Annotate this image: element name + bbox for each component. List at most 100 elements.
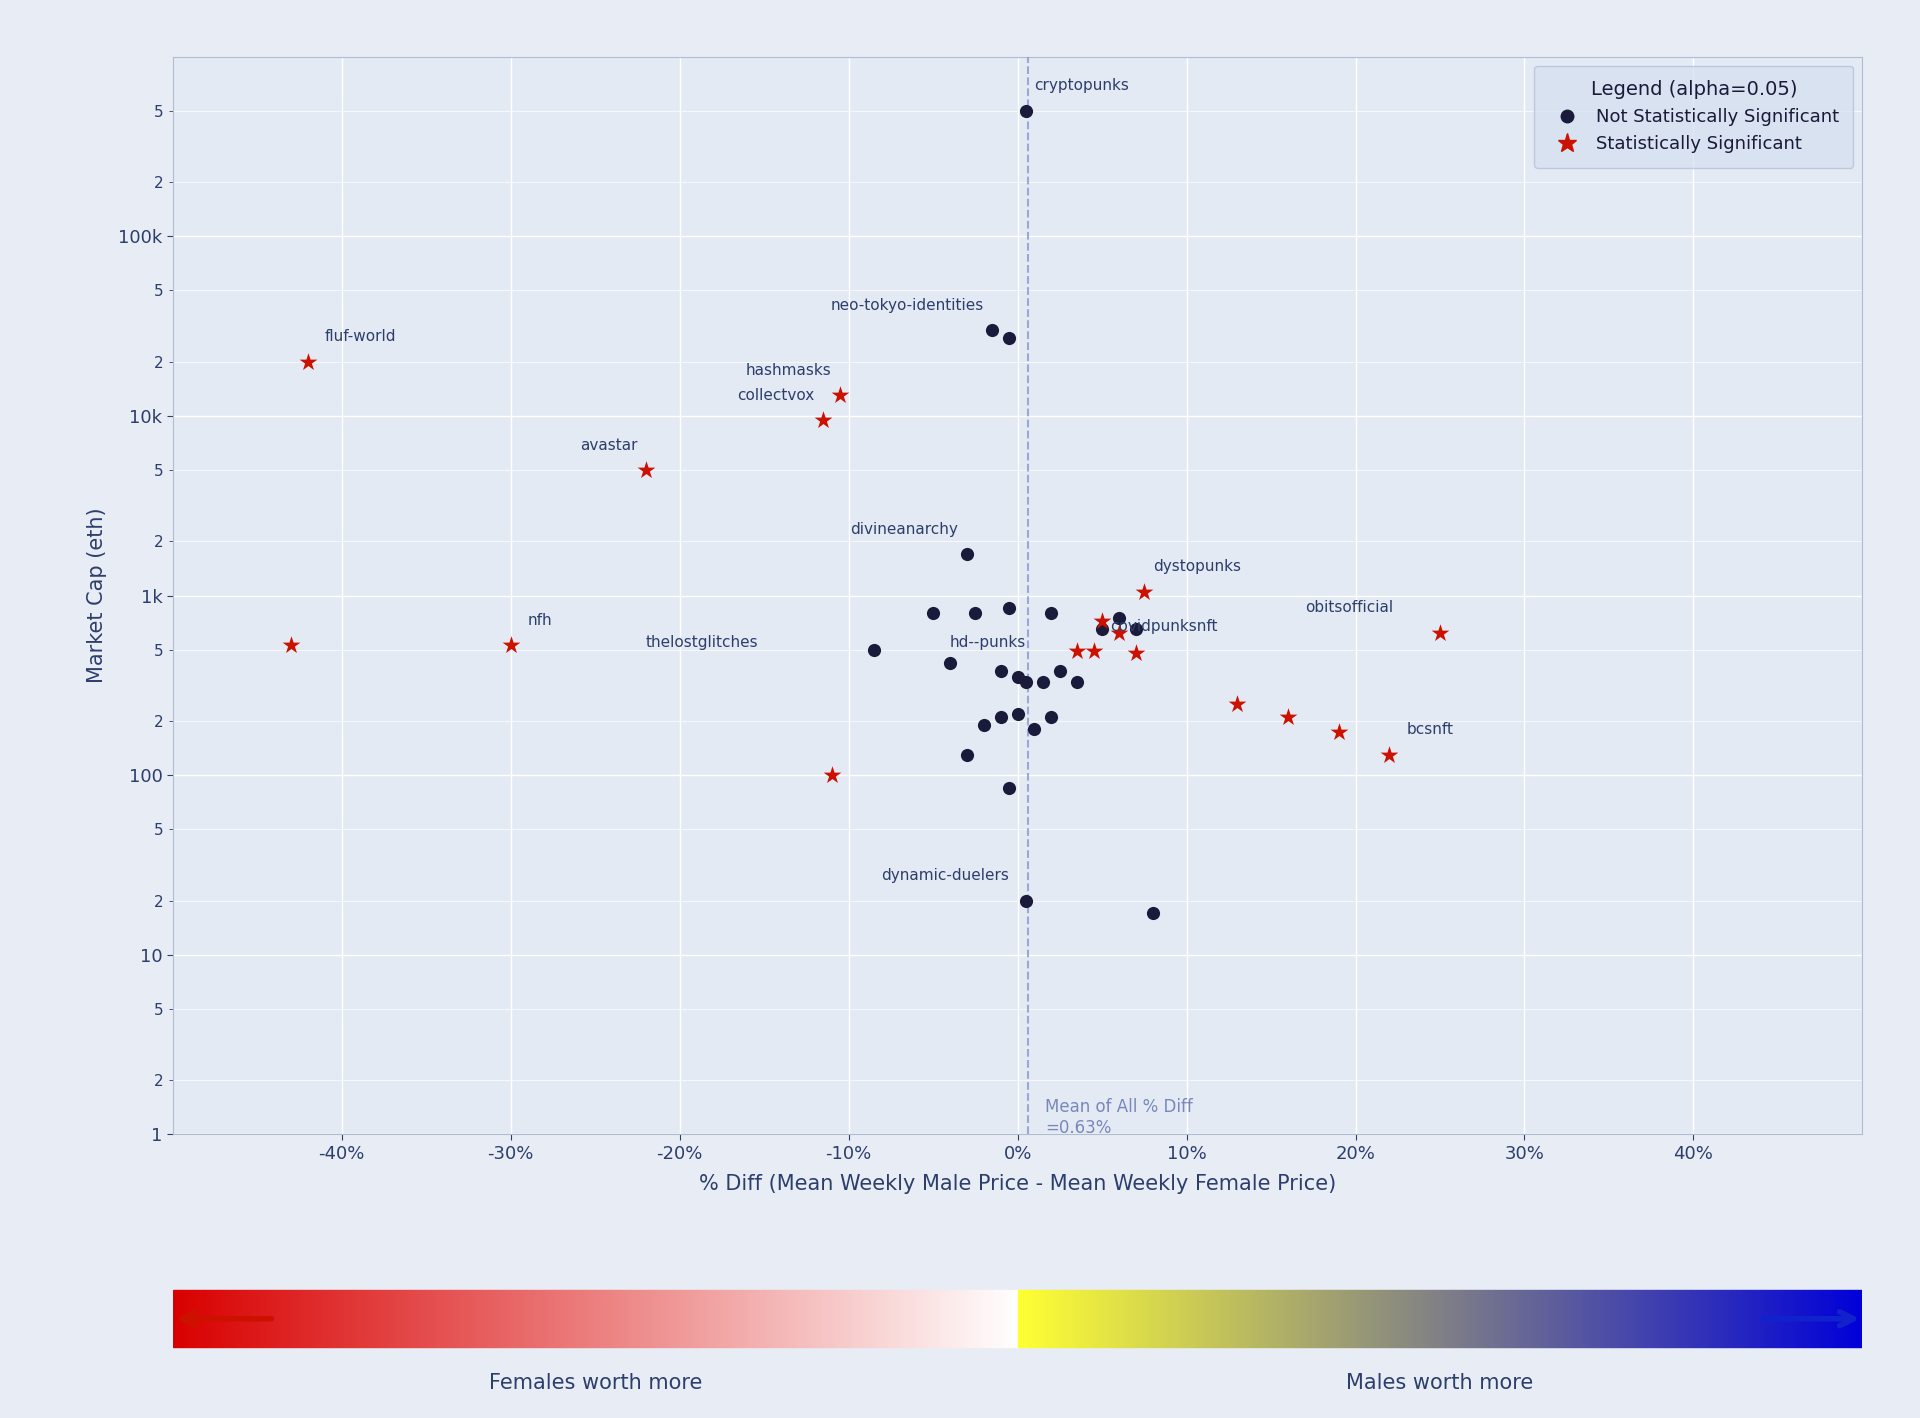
- Bar: [1690, 1290, 1693, 1347]
- Bar: [432, 1290, 434, 1347]
- Bar: [1018, 1290, 1021, 1347]
- Bar: [660, 1290, 662, 1347]
- Bar: [1277, 1290, 1279, 1347]
- Bar: [1073, 1290, 1077, 1347]
- Bar: [1133, 1290, 1137, 1347]
- Bar: [1816, 1290, 1820, 1347]
- Bar: [584, 1290, 588, 1347]
- Bar: [470, 1290, 474, 1347]
- Bar: [829, 1290, 831, 1347]
- Point: [1037, 706, 1068, 729]
- Bar: [749, 1290, 753, 1347]
- Point: [858, 638, 889, 661]
- Bar: [1807, 1290, 1809, 1347]
- Text: Females worth more: Females worth more: [488, 1373, 703, 1392]
- Bar: [1223, 1290, 1227, 1347]
- Bar: [488, 1290, 492, 1347]
- Point: [1010, 889, 1041, 912]
- Bar: [228, 1290, 232, 1347]
- Bar: [1100, 1290, 1104, 1347]
- Bar: [733, 1290, 735, 1347]
- Bar: [236, 1290, 240, 1347]
- Bar: [1388, 1290, 1392, 1347]
- Bar: [501, 1290, 505, 1347]
- Bar: [904, 1290, 908, 1347]
- Bar: [1680, 1290, 1684, 1347]
- Bar: [1204, 1290, 1206, 1347]
- Bar: [1365, 1290, 1369, 1347]
- Bar: [1332, 1290, 1336, 1347]
- Text: obitsofficial: obitsofficial: [1306, 600, 1392, 615]
- Bar: [954, 1290, 958, 1347]
- Bar: [528, 1290, 530, 1347]
- Bar: [879, 1290, 881, 1347]
- Bar: [319, 1290, 323, 1347]
- Bar: [1123, 1290, 1127, 1347]
- Bar: [570, 1290, 574, 1347]
- Bar: [1707, 1290, 1711, 1347]
- Bar: [444, 1290, 447, 1347]
- Bar: [1044, 1290, 1048, 1347]
- Bar: [1789, 1290, 1793, 1347]
- Bar: [520, 1290, 524, 1347]
- Bar: [1031, 1290, 1035, 1347]
- Bar: [250, 1290, 252, 1347]
- Point: [968, 713, 998, 736]
- Bar: [703, 1290, 707, 1347]
- Bar: [1849, 1290, 1853, 1347]
- Bar: [753, 1290, 756, 1347]
- Bar: [1711, 1290, 1713, 1347]
- Bar: [1411, 1290, 1415, 1347]
- Bar: [242, 1290, 246, 1347]
- Text: divineanarchy: divineanarchy: [851, 522, 958, 537]
- Bar: [1626, 1290, 1630, 1347]
- Bar: [1740, 1290, 1743, 1347]
- Text: hd--punks: hd--punks: [950, 635, 1027, 649]
- Bar: [177, 1290, 179, 1347]
- Bar: [649, 1290, 653, 1347]
- Bar: [1528, 1290, 1530, 1347]
- Bar: [799, 1290, 803, 1347]
- Bar: [401, 1290, 405, 1347]
- Point: [816, 764, 847, 787]
- Bar: [1511, 1290, 1515, 1347]
- Bar: [566, 1290, 570, 1347]
- Bar: [219, 1290, 223, 1347]
- Bar: [196, 1290, 200, 1347]
- Bar: [818, 1290, 822, 1347]
- Bar: [1023, 1290, 1027, 1347]
- Bar: [735, 1290, 739, 1347]
- Bar: [1571, 1290, 1574, 1347]
- Point: [1079, 640, 1110, 662]
- Bar: [530, 1290, 534, 1347]
- Bar: [1611, 1290, 1615, 1347]
- Bar: [843, 1290, 845, 1347]
- Point: [1121, 618, 1152, 641]
- Bar: [766, 1290, 770, 1347]
- Bar: [1137, 1290, 1140, 1347]
- Bar: [758, 1290, 762, 1347]
- Bar: [351, 1290, 355, 1347]
- Bar: [179, 1290, 182, 1347]
- Bar: [998, 1290, 1000, 1347]
- Bar: [1382, 1290, 1386, 1347]
- Bar: [1246, 1290, 1250, 1347]
- Bar: [780, 1290, 781, 1347]
- Bar: [190, 1290, 192, 1347]
- Bar: [420, 1290, 424, 1347]
- Bar: [1432, 1290, 1434, 1347]
- Bar: [1442, 1290, 1446, 1347]
- Bar: [1478, 1290, 1482, 1347]
- Bar: [186, 1290, 190, 1347]
- Bar: [1684, 1290, 1688, 1347]
- Bar: [948, 1290, 950, 1347]
- Bar: [547, 1290, 551, 1347]
- Bar: [601, 1290, 603, 1347]
- Text: nfh: nfh: [528, 613, 553, 628]
- Bar: [1594, 1290, 1597, 1347]
- Bar: [315, 1290, 319, 1347]
- Point: [985, 706, 1016, 729]
- Bar: [1027, 1290, 1031, 1347]
- Bar: [292, 1290, 296, 1347]
- Bar: [296, 1290, 300, 1347]
